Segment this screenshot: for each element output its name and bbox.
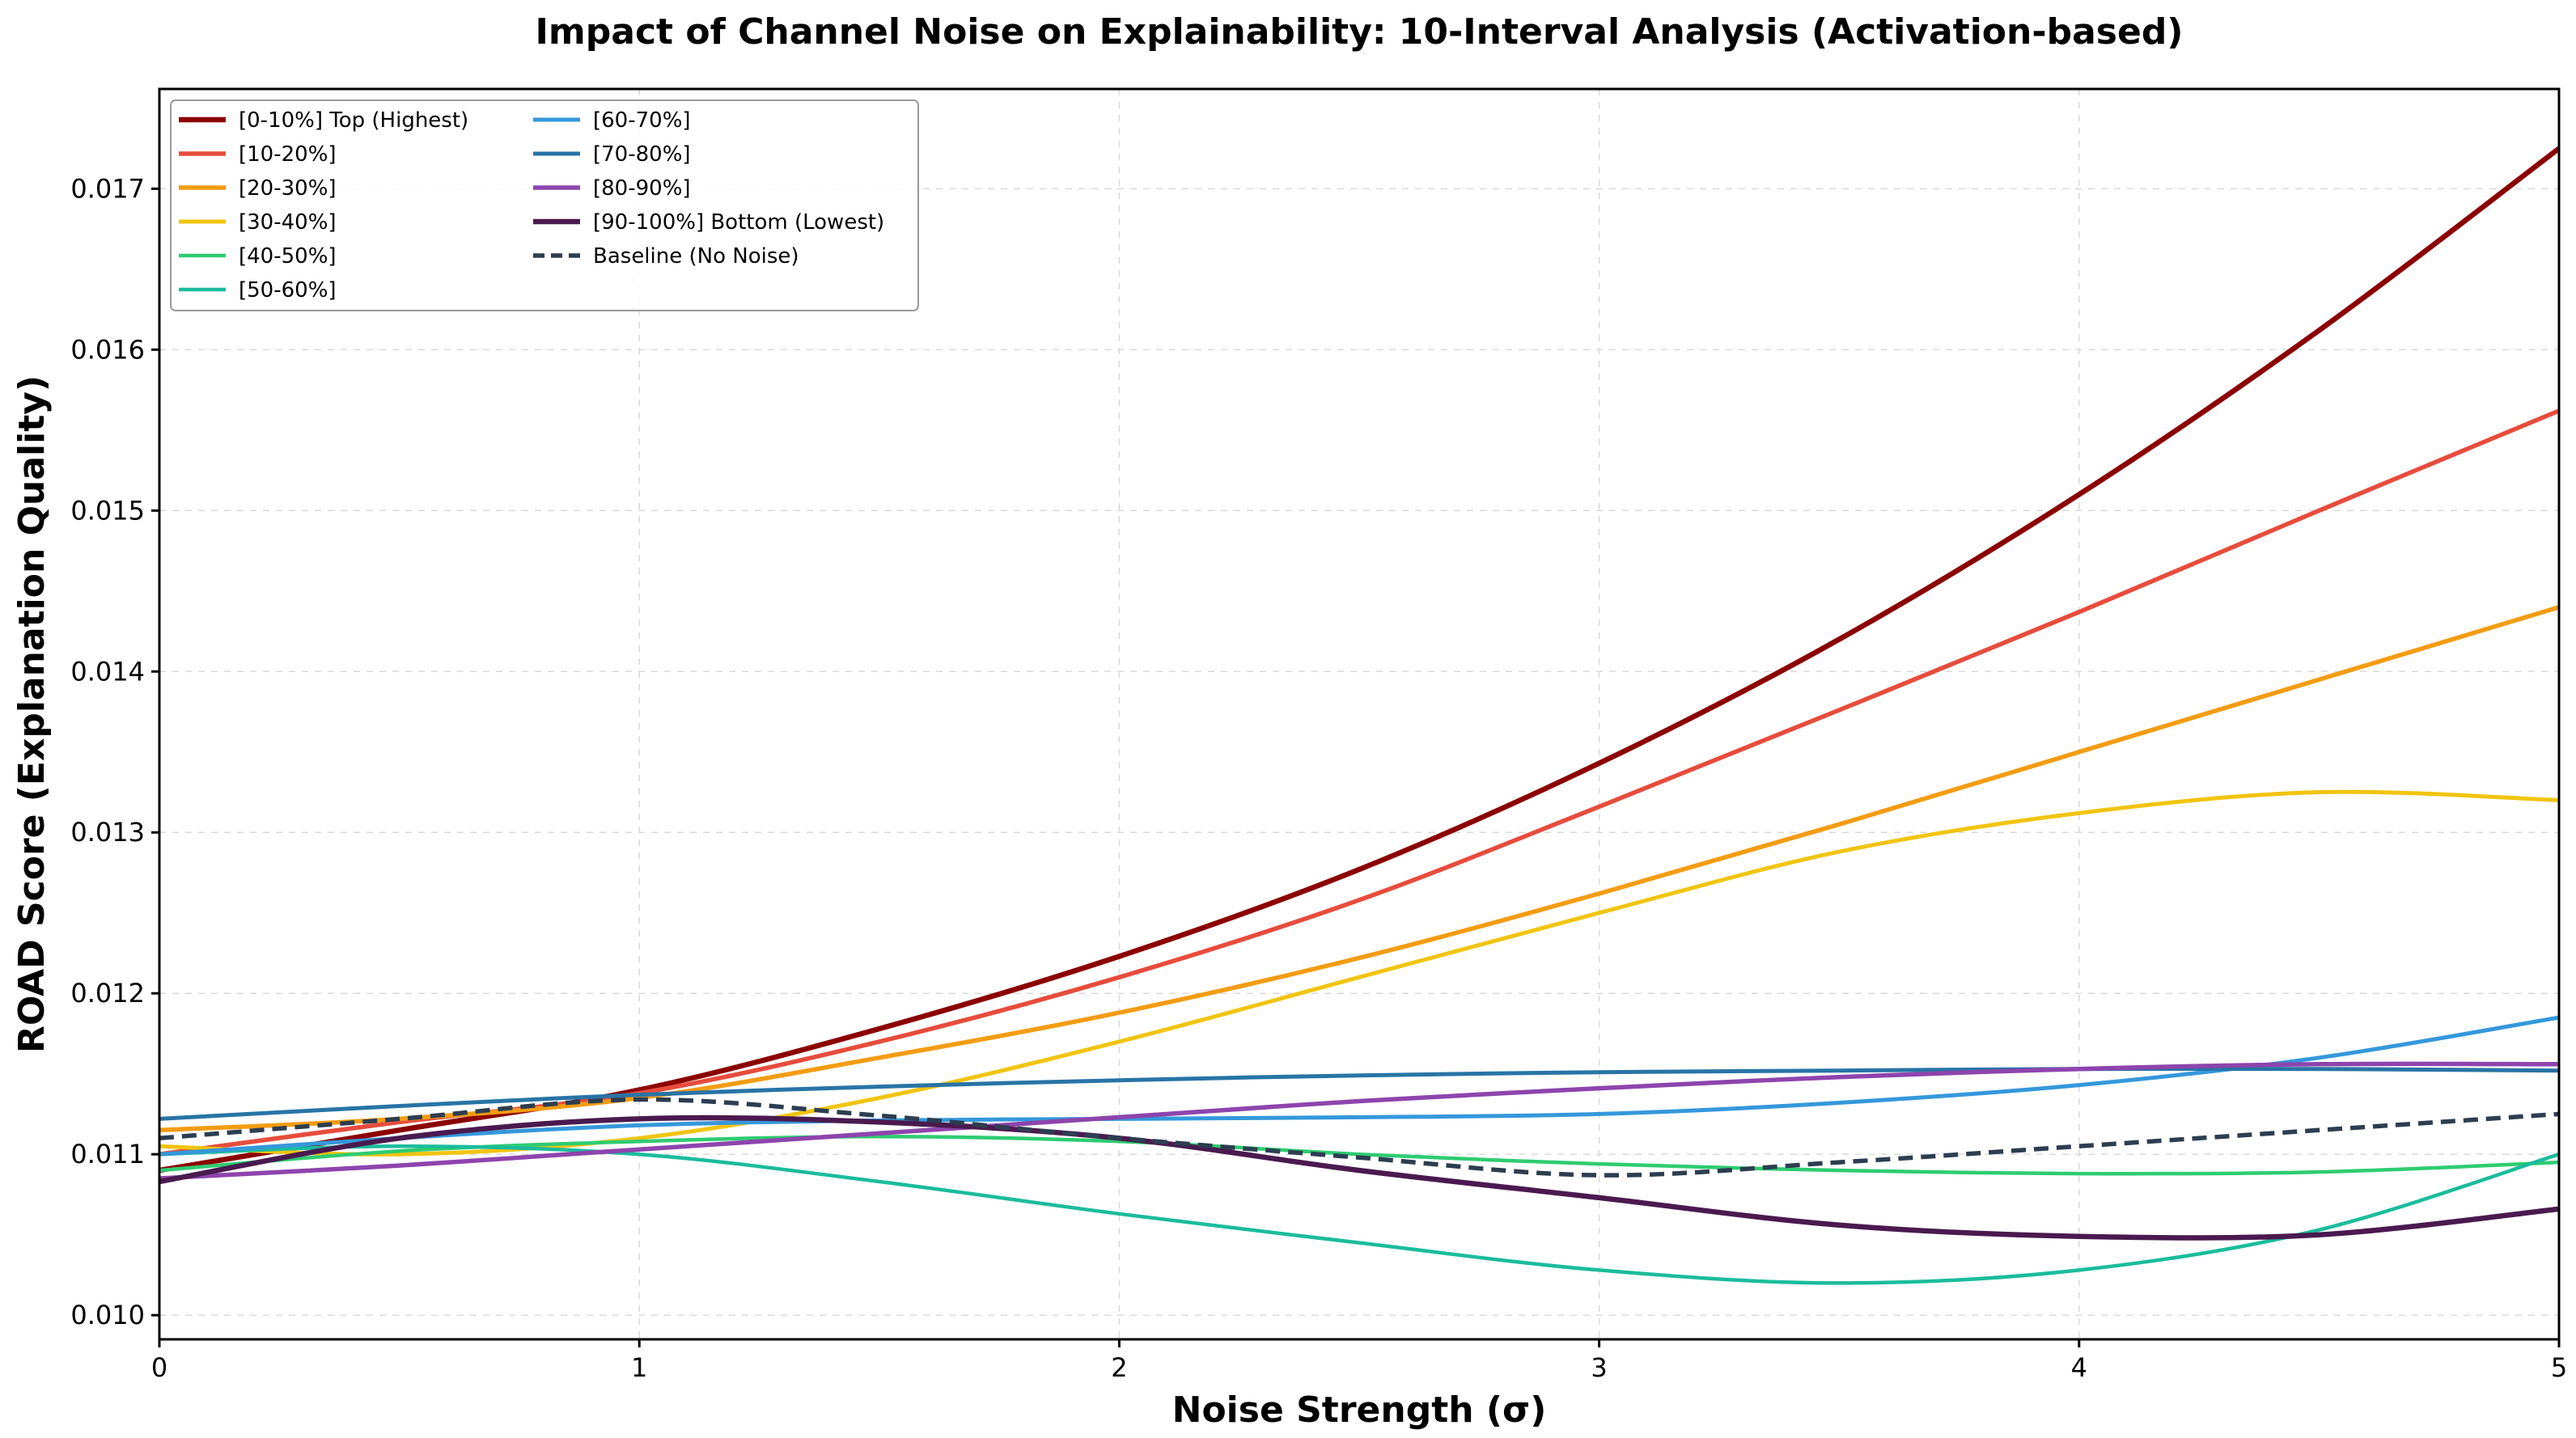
x-tick-label: 4 <box>2071 1352 2087 1383</box>
y-tick-label: 0.010 <box>70 1300 145 1330</box>
legend-label: [10-20%] <box>239 142 337 167</box>
legend-label: [50-60%] <box>239 278 337 302</box>
series-line-3 <box>159 789 2559 1157</box>
y-tick-label: 0.014 <box>70 656 145 687</box>
series-line-10 <box>159 1097 2559 1178</box>
legend-label: [60-70%] <box>593 108 691 133</box>
plot-area <box>159 146 2559 1285</box>
y-tick-label: 0.013 <box>70 817 145 848</box>
y-tick-label: 0.015 <box>70 495 145 526</box>
series-line-9 <box>159 1114 2559 1241</box>
x-tick-label: 5 <box>2551 1352 2567 1383</box>
legend-entry: [10-20%] <box>179 142 337 167</box>
series-line-6 <box>159 1015 2559 1157</box>
legend-label: [90-100%] Bottom (Lowest) <box>593 210 884 235</box>
gridlines <box>159 89 2560 1339</box>
series-line-1 <box>159 408 2559 1157</box>
legend-label: Baseline (No Noise) <box>593 244 799 269</box>
y-tick-label: 0.017 <box>70 173 145 204</box>
x-tick-label: 1 <box>631 1352 647 1383</box>
series-line-5 <box>159 1144 2559 1285</box>
x-axis-label: Noise Strength (σ) <box>1172 1389 1547 1431</box>
x-tick-label: 3 <box>1591 1352 1607 1383</box>
legend-entry: [30-40%] <box>179 210 337 235</box>
legend-box <box>170 99 919 311</box>
legend-entry: [80-90%] <box>533 176 691 201</box>
legend-entry: [60-70%] <box>533 108 691 133</box>
series-line-2 <box>159 604 2559 1133</box>
y-axis-label: ROAD Score (Explanation Quality) <box>11 375 53 1053</box>
legend-entry: [40-50%] <box>179 244 337 269</box>
chart-title: Impact of Channel Noise on Explainabilit… <box>536 11 2184 53</box>
legend: [0-10%] Top (Highest) [10-20%] [20-30%] [30… <box>170 99 919 311</box>
legend-label: [30-40%] <box>239 210 337 235</box>
series-line-4 <box>159 1135 2559 1176</box>
legend-label: [20-30%] <box>239 176 337 201</box>
series-line-8 <box>159 1061 2559 1181</box>
legend-label: [80-90%] <box>593 176 691 201</box>
legend-entry: Baseline (No Noise) <box>533 244 799 269</box>
legend-label: [40-50%] <box>239 244 337 269</box>
x-tick-label: 0 <box>151 1352 167 1383</box>
legend-entry: [0-10%] Top (Highest) <box>179 108 468 133</box>
legend-entry: [50-60%] <box>179 278 337 302</box>
legend-label: [70-80%] <box>593 142 691 167</box>
legend-entry: [70-80%] <box>533 142 691 167</box>
y-tick-label: 0.011 <box>70 1139 145 1169</box>
plot-frame <box>158 87 2561 1341</box>
x-tick-label: 2 <box>1111 1352 1127 1383</box>
axis-ticks: 0 1 2 3 4 5 0.010 0.011 0.012 0.013 0.014 0.015 0.01… <box>70 173 2567 1383</box>
legend-label: [0-10%] Top (Highest) <box>239 108 468 133</box>
y-tick-label: 0.016 <box>70 334 145 365</box>
legend-entry: [20-30%] <box>179 176 337 201</box>
legend-entry: [90-100%] Bottom (Lowest) <box>533 210 884 235</box>
y-tick-label: 0.012 <box>70 978 145 1009</box>
